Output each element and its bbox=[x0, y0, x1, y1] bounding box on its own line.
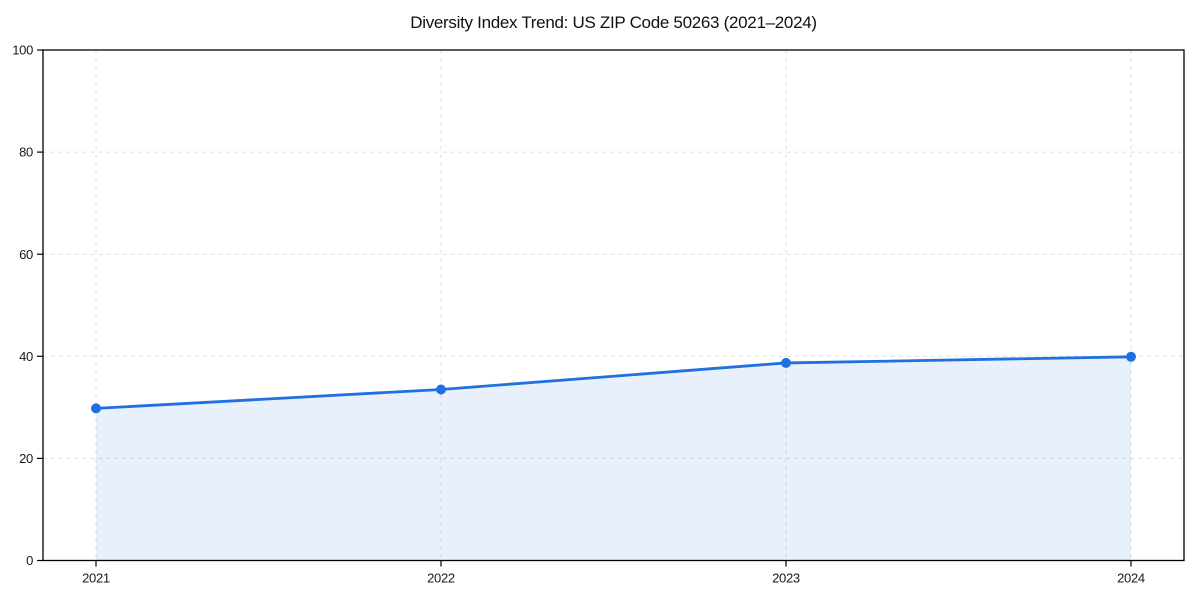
x-tick-label: 2021 bbox=[82, 571, 110, 586]
y-tick-label: 100 bbox=[12, 43, 33, 58]
x-tick-label: 2023 bbox=[772, 571, 800, 586]
data-point-marker bbox=[91, 403, 101, 414]
data-point-marker bbox=[1126, 351, 1136, 362]
x-tick-label: 2022 bbox=[427, 571, 455, 586]
y-tick-label: 0 bbox=[26, 553, 33, 568]
y-tick-label: 40 bbox=[19, 349, 33, 364]
trend-line bbox=[94, 355, 1133, 410]
data-point-marker bbox=[781, 357, 791, 368]
x-tick-label: 2024 bbox=[1117, 571, 1145, 586]
axes-frame bbox=[42, 49, 1185, 562]
area-fill bbox=[96, 356, 1131, 561]
chart-title: Diversity Index Trend: US ZIP Code 50263… bbox=[410, 13, 817, 32]
y-tick-label: 80 bbox=[19, 145, 33, 160]
y-tick-label: 20 bbox=[19, 451, 33, 466]
y-tick-label: 60 bbox=[19, 247, 33, 262]
data-point-marker bbox=[436, 384, 446, 395]
